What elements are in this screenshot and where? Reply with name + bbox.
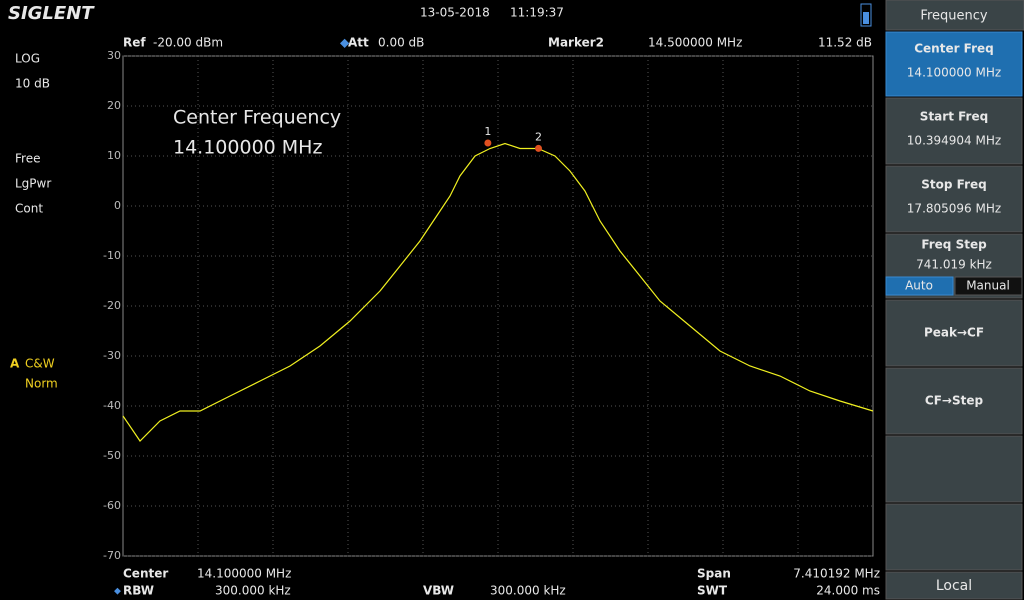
softkey-label: Peak→CF	[924, 326, 984, 340]
span-value: 7.410192 MHz	[793, 567, 880, 581]
y-tick-label: -10	[103, 249, 121, 262]
toggle-label: Manual	[966, 279, 1010, 293]
trace-id: A	[10, 357, 20, 371]
battery-level	[863, 12, 869, 24]
swt-value: 24.000 ms	[816, 584, 880, 598]
softkey-value: 741.019 kHz	[916, 258, 992, 272]
time: 11:19:37	[510, 6, 564, 20]
marker-level: 11.52 dB	[818, 36, 872, 50]
scale-type: LOG	[15, 52, 40, 66]
att-label: Att	[348, 36, 369, 50]
marker	[484, 139, 492, 147]
trigger: Free	[15, 152, 40, 166]
vbw-label: VBW	[423, 584, 454, 598]
att-value: 0.00 dB	[378, 36, 424, 50]
softkey-label: CF→Step	[925, 394, 984, 408]
marker-label: 2	[535, 130, 542, 143]
center-value: 14.100000 MHz	[197, 567, 291, 581]
toggle-option[interactable]	[885, 276, 954, 296]
trace-mode: C&W	[25, 357, 55, 371]
softkey[interactable]	[885, 299, 1023, 367]
vbw-value: 300.000 kHz	[490, 584, 566, 598]
softkey[interactable]	[885, 435, 1023, 503]
toggle-label: Auto	[905, 279, 933, 293]
marker-label: 1	[484, 125, 491, 138]
ref-value: -20.00 dBm	[153, 36, 223, 50]
marker-freq: 14.500000 MHz	[648, 36, 742, 50]
softkey-label: Center Freq	[914, 42, 994, 56]
scale-div: 10 dB	[15, 77, 50, 91]
softkey-label: Stop Freq	[921, 178, 986, 192]
rbw-value: 300.000 kHz	[215, 584, 291, 598]
softkey-label: Freq Step	[921, 238, 987, 252]
softkey-value: 10.394904 MHz	[907, 134, 1001, 148]
softkey[interactable]	[885, 165, 1023, 233]
y-tick-label: -60	[103, 499, 121, 512]
annotation-value: 14.100000 MHz	[173, 137, 322, 159]
softkey[interactable]	[885, 31, 1023, 97]
y-tick-label: 20	[107, 99, 121, 112]
brand: SIGLENT	[8, 3, 95, 24]
rbw-label: RBW	[123, 584, 154, 598]
y-tick-label: 10	[107, 149, 121, 162]
y-tick-label: -30	[103, 349, 121, 362]
center-label: Center	[123, 567, 168, 581]
softkey[interactable]	[885, 97, 1023, 165]
menu-title: Frequency	[920, 9, 987, 24]
battery-icon	[860, 3, 872, 27]
ref-label: Ref	[123, 36, 146, 50]
softkey[interactable]	[885, 367, 1023, 435]
softkey-value: 14.100000 MHz	[907, 66, 1001, 80]
rbw-icon: ◆	[114, 587, 121, 597]
y-tick-label: -50	[103, 449, 121, 462]
span-label: Span	[697, 567, 731, 581]
y-tick-label: -70	[103, 549, 121, 562]
y-tick-label: -40	[103, 399, 121, 412]
sweep: Cont	[15, 202, 43, 216]
trace	[122, 142, 874, 442]
toggle-option[interactable]	[954, 276, 1023, 296]
marker-label: Marker2	[548, 36, 604, 50]
annotation-title: Center Frequency	[173, 107, 341, 129]
menu-header	[885, 0, 1024, 31]
softkey-value: 17.805096 MHz	[907, 202, 1001, 216]
y-tick-label: -20	[103, 299, 121, 312]
y-tick-label: 0	[114, 199, 121, 212]
softkey[interactable]	[885, 503, 1023, 571]
att-icon: ◆	[340, 36, 350, 50]
date: 13-05-2018	[420, 6, 490, 20]
status: Local	[936, 578, 972, 594]
status-bar	[885, 571, 1023, 600]
y-tick-label: 30	[107, 49, 121, 62]
softkey-label: Start Freq	[920, 110, 988, 124]
plot: 30 20 10 0 -10 -20 -30 -40 -50 -60 -70 1 2	[103, 49, 874, 562]
marker	[534, 144, 542, 152]
detector: LgPwr	[15, 177, 51, 191]
trace-detect: Norm	[25, 377, 58, 391]
swt-label: SWT	[697, 584, 728, 598]
